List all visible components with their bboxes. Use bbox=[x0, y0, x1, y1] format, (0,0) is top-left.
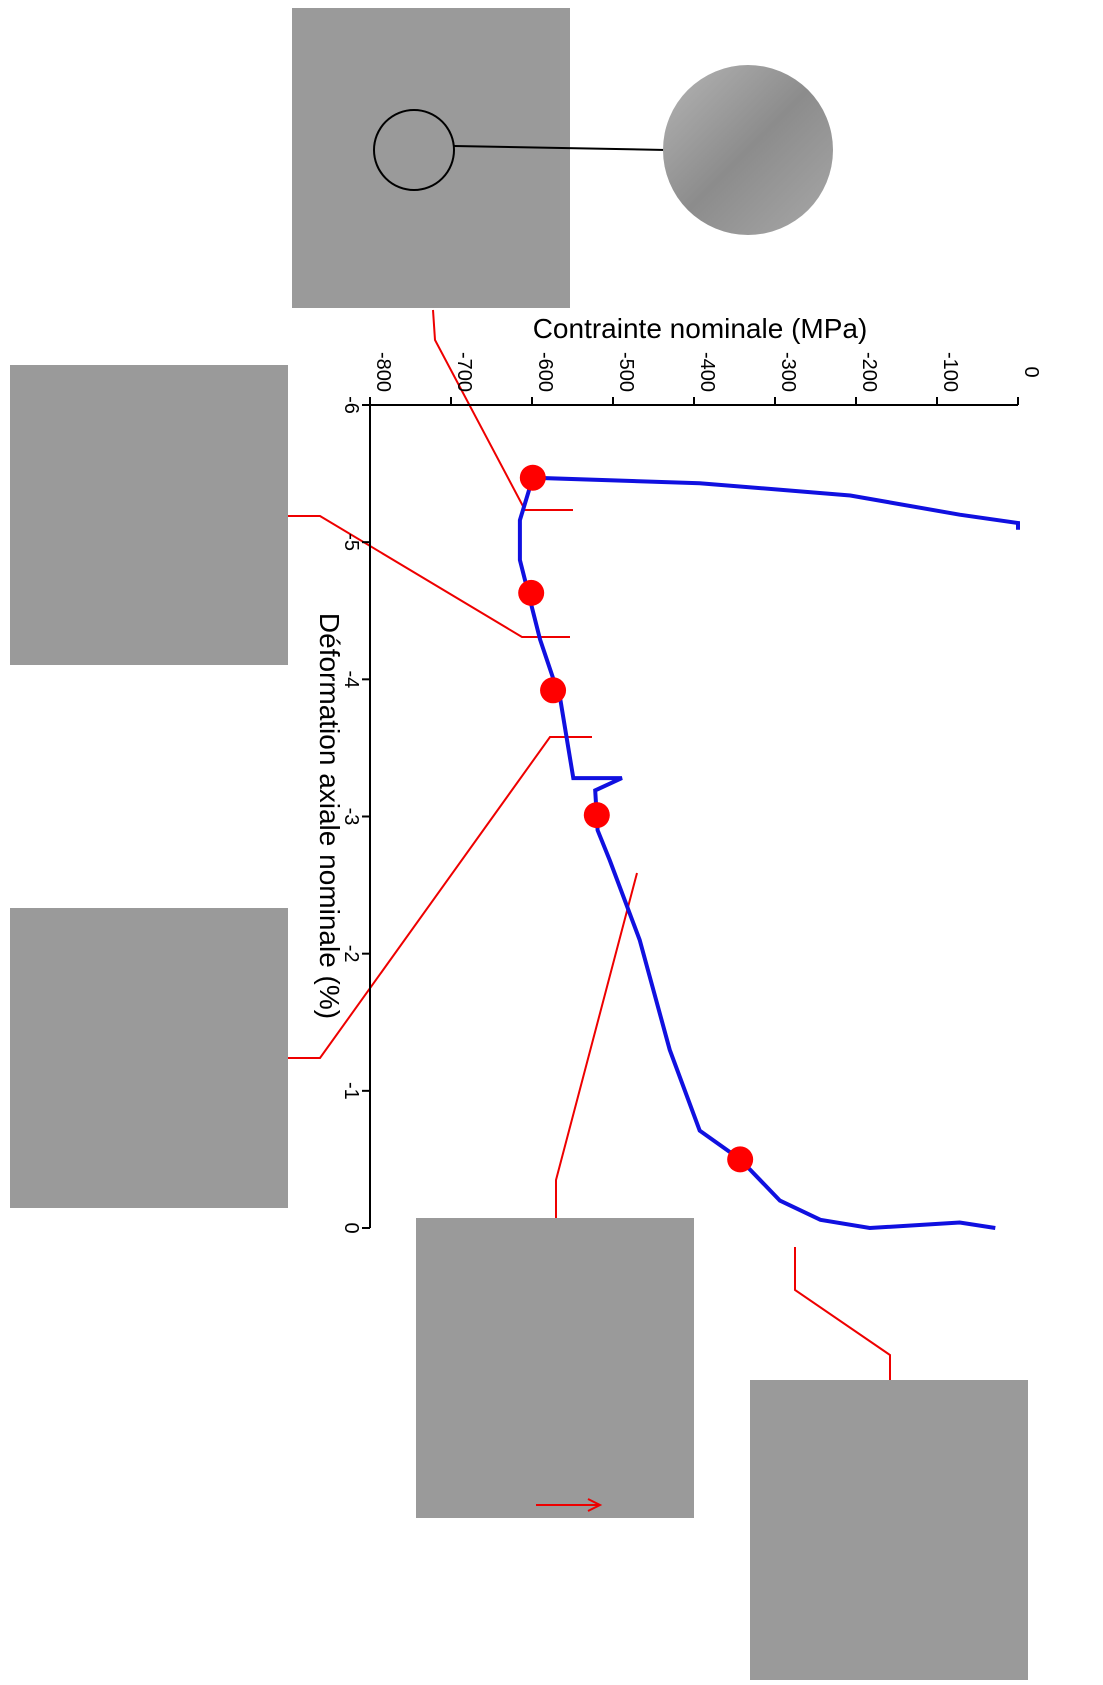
data-point bbox=[727, 1146, 754, 1173]
connector bbox=[432, 309, 573, 511]
data-point bbox=[540, 677, 567, 704]
y-tick-label: 0 bbox=[1020, 366, 1042, 377]
data-point bbox=[583, 802, 610, 829]
x-tick-label: -5 bbox=[340, 533, 362, 551]
y-axis-title: Contrainte nominale (MPa) bbox=[533, 313, 868, 344]
micrograph bbox=[416, 1218, 694, 1518]
x-tick-label: -4 bbox=[340, 670, 362, 688]
micrograph bbox=[10, 365, 288, 665]
connector bbox=[288, 736, 592, 1059]
x-tick-label: -1 bbox=[340, 1082, 362, 1100]
zoom-line bbox=[453, 145, 667, 151]
micrograph bbox=[10, 908, 288, 1208]
data-point bbox=[519, 464, 546, 491]
y-tick-label: -600 bbox=[534, 352, 556, 392]
connector bbox=[794, 1247, 891, 1380]
connector bbox=[555, 872, 638, 1218]
zoom-circle bbox=[373, 109, 455, 191]
x-tick-label: -6 bbox=[340, 396, 362, 414]
y-tick-label: -700 bbox=[453, 352, 475, 392]
y-tick-label: -400 bbox=[696, 352, 718, 392]
x-axis-title: Déformation axiale nominale (%) bbox=[314, 613, 345, 1019]
y-tick-label: -800 bbox=[372, 352, 394, 392]
y-tick-label: -300 bbox=[777, 352, 799, 392]
y-tick-label: -200 bbox=[858, 352, 880, 392]
micrographs bbox=[10, 8, 1028, 1680]
micrograph bbox=[750, 1380, 1028, 1680]
micrograph bbox=[292, 8, 570, 308]
zoom-view bbox=[663, 65, 833, 235]
x-tick-label: -2 bbox=[340, 945, 362, 963]
x-tick-label: 0 bbox=[340, 1222, 362, 1233]
connectors bbox=[288, 309, 891, 1380]
y-tick-label: -100 bbox=[939, 352, 961, 392]
arrow-head bbox=[587, 1498, 603, 1512]
data-line bbox=[517, 475, 1020, 1231]
connector bbox=[288, 515, 570, 638]
x-tick-label: -3 bbox=[340, 808, 362, 826]
y-tick-label: -500 bbox=[615, 352, 637, 392]
data-point bbox=[518, 579, 545, 606]
